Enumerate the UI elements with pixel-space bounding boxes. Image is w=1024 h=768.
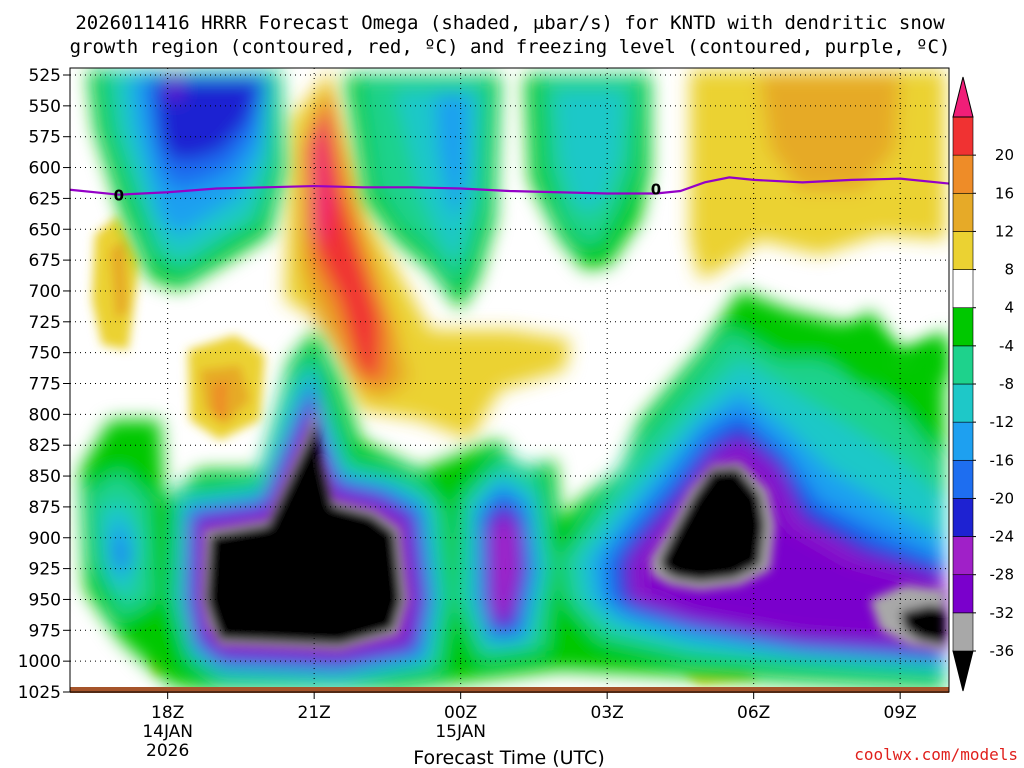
colorbar-swatch <box>952 459 974 499</box>
colorbar-swatch <box>952 383 974 423</box>
y-tick-label: 825 <box>29 436 61 456</box>
y-tick-label: 625 <box>29 189 61 209</box>
colorbar-swatch <box>952 192 974 232</box>
colorbar-swatch <box>952 650 974 692</box>
x-tick-label: 18Z <box>151 703 184 723</box>
y-tick-label: 575 <box>29 128 61 148</box>
colorbar-swatch <box>952 536 974 576</box>
plot-border <box>69 67 950 693</box>
freezing-level-label: 0 <box>114 187 124 205</box>
colorbar-label: -36 <box>990 642 1015 660</box>
y-tick-label: 700 <box>29 282 61 302</box>
colorbar-label: -16 <box>990 451 1015 469</box>
rising-cores <box>202 412 945 650</box>
time-gridlines <box>167 68 901 692</box>
y-tick-label: 775 <box>29 375 61 395</box>
colorbar-label: -12 <box>990 413 1015 431</box>
colorbar-label: -24 <box>990 528 1015 546</box>
chart-title-line-2: growth region (contoured, red, ºC) and f… <box>70 36 951 58</box>
y-tick-label: 1000 <box>18 652 61 672</box>
colorbar-label: -20 <box>990 489 1015 507</box>
colorbar-swatch <box>952 421 974 461</box>
colorbar-label: -32 <box>990 604 1015 622</box>
x-tick-label: 09Z <box>884 703 917 723</box>
freezing-level-label: 0 <box>651 180 661 198</box>
x-tick-label: 2026 <box>146 741 189 761</box>
y-tick-label: 750 <box>29 344 61 364</box>
colorbar-label: -8 <box>999 375 1014 393</box>
colorbar-swatch <box>952 612 974 652</box>
colorbar-label: 16 <box>995 184 1014 202</box>
y-tick-label: 600 <box>29 159 61 179</box>
freezing-level-contour <box>70 176 949 196</box>
colorbar-swatch <box>952 345 974 385</box>
credit-text: coolwx.com/models <box>854 745 1018 764</box>
colorbar-swatch <box>952 116 974 156</box>
x-tick-label: 15JAN <box>435 722 486 742</box>
colorbar-label: 8 <box>1004 261 1014 279</box>
colorbar-swatch <box>952 154 974 194</box>
x-tick-label: 06Z <box>737 703 770 723</box>
y-tick-label: 550 <box>29 97 61 117</box>
sinking-region-central <box>285 70 570 440</box>
y-tick-label: 850 <box>29 467 61 487</box>
chart-title-line-1: 2026011416 HRRR Forecast Omega (shaded, … <box>75 12 945 34</box>
colorbar-swatch <box>952 307 974 347</box>
x-tick-label: 14JAN <box>142 722 193 742</box>
x-tick-label: 21Z <box>298 703 331 723</box>
y-tick-label: 1025 <box>18 683 61 703</box>
rising-region-upper <box>88 70 945 380</box>
colorbar-swatch <box>952 498 974 537</box>
colorbar-swatch <box>952 269 974 309</box>
y-tick-label: 675 <box>29 251 61 271</box>
sinking-region-upper-right <box>690 70 945 280</box>
y-tick-label: 950 <box>29 590 61 610</box>
ground-surface <box>70 687 949 693</box>
y-tick-label: 800 <box>29 405 61 425</box>
colorbar-label: -28 <box>990 566 1015 584</box>
y-tick-label: 650 <box>29 220 61 240</box>
y-tick-label: 925 <box>29 560 61 580</box>
colorbar-label: 12 <box>995 222 1014 240</box>
colorbar-swatch <box>952 574 974 614</box>
y-tick-label: 725 <box>29 313 61 333</box>
x-tick-label: 03Z <box>591 703 624 723</box>
x-axis-title: Forecast Time (UTC) <box>413 747 604 768</box>
colorbar-label: 20 <box>995 146 1014 164</box>
colorbar-swatch <box>952 231 974 270</box>
y-tick-label: 900 <box>29 529 61 549</box>
colorbar: -36 -32 -28 -24 -20 -16 -12 -8 -4 4 8 12 16 20 <box>952 76 1015 692</box>
omega-shaded-field <box>80 70 945 690</box>
y-axis: 525 550 575 600 625 650 675 700 725 750 775 800 825 8… <box>18 66 70 703</box>
y-tick-label: 875 <box>29 498 61 518</box>
colorbar-label: -4 <box>999 337 1014 355</box>
y-tick-label: 525 <box>29 66 61 86</box>
x-tick-label: 00Z <box>444 703 477 723</box>
y-tick-label: 975 <box>29 621 61 641</box>
colorbar-label: 4 <box>1004 299 1014 317</box>
colorbar-swatch <box>952 76 974 118</box>
